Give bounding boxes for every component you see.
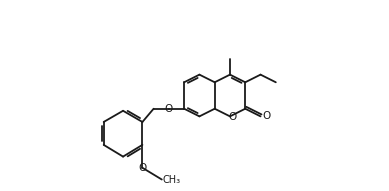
- Text: CH₃: CH₃: [163, 175, 181, 185]
- Text: O: O: [229, 112, 237, 122]
- Text: O: O: [138, 163, 147, 173]
- Text: O: O: [263, 111, 271, 121]
- Text: O: O: [165, 104, 173, 114]
